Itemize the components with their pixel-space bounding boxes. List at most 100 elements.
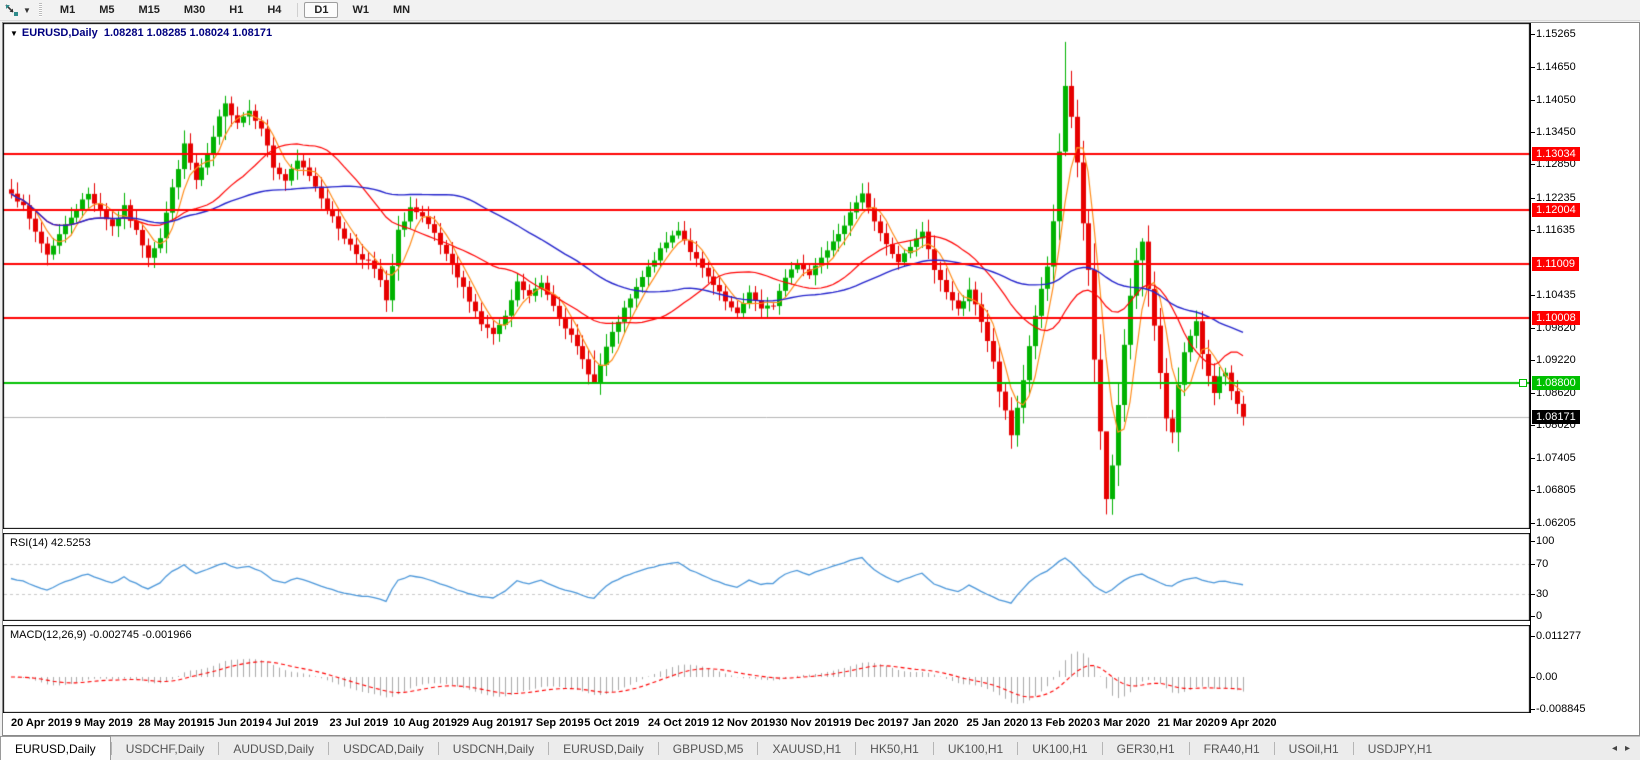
date-axis-label: 12 Nov 2019 — [711, 717, 776, 729]
timeframe-button-w1[interactable]: W1 — [352, 4, 369, 16]
resistance-price-flag: 1.12004 — [1532, 203, 1580, 217]
date-axis-label: 21 Mar 2020 — [1157, 717, 1220, 729]
price-axis-line — [1530, 23, 1531, 713]
timeframe-button-m15[interactable]: M15 — [138, 4, 160, 16]
chart-tab-bar: EURUSD,Daily USDCHF,Daily AUDUSD,Daily USDC… — [0, 736, 1640, 760]
tab-separator — [110, 742, 112, 755]
macd-axis-tick: 0.00 — [1530, 671, 1558, 683]
price-axis-tick: 1.14650 — [1531, 61, 1576, 73]
date-axis-label: 15 Jun 2019 — [202, 717, 265, 729]
chart-tabs: EURUSD,Daily USDCHF,Daily AUDUSD,Daily USDC… — [0, 736, 1446, 760]
support-line-handle[interactable] — [1519, 379, 1527, 387]
date-axis-label: 20 Apr 2019 — [11, 717, 73, 729]
tab-separator — [218, 742, 220, 755]
chart-tab-usoil-h1[interactable]: USOil,H1 — [1288, 741, 1339, 756]
date-axis-label: 4 Jul 2019 — [265, 717, 319, 729]
macd-axis-tick: 0.011277 — [1530, 630, 1582, 642]
chart-tab-ger30-h1[interactable]: GER30,H1 — [1116, 741, 1175, 756]
chart-window: ▼ EURUSD,Daily 1.08281 1.08285 1.08024 1.… — [2, 22, 1640, 736]
cursor-tool-icon — [5, 4, 18, 16]
tab-separator — [328, 742, 330, 755]
macd-chart-canvas[interactable] — [3, 625, 1530, 713]
tab-separator — [1101, 742, 1103, 755]
chart-tab-usdchf-daily[interactable]: USDCHF,Daily — [125, 741, 205, 756]
tab-scroll-controls: ◂ ▸ — [1612, 737, 1640, 760]
price-axis-tick: 1.09220 — [1531, 354, 1576, 366]
tab-separator — [1188, 742, 1190, 755]
date-axis: 20 Apr 2019 9 May 2019 28 May 2019 15 Jun 2… — [3, 713, 1530, 735]
price-axis-tick: 1.06205 — [1531, 517, 1576, 529]
price-chart-canvas[interactable] — [3, 23, 1530, 529]
resistance-price-flag: 1.11009 — [1532, 257, 1579, 271]
date-axis-label: 13 Feb 2020 — [1030, 717, 1093, 729]
rsi-indicator-label: RSI(14) 42.5253 — [10, 537, 91, 549]
timeframe-button-m5[interactable]: M5 — [99, 4, 115, 16]
timeframe-button-m30[interactable]: M30 — [183, 4, 206, 16]
chart-tab-fra40-h1[interactable]: FRA40,H1 — [1203, 741, 1260, 756]
tab-scroll-left-icon[interactable]: ◂ — [1611, 743, 1617, 754]
price-axis-tick: 1.06805 — [1531, 484, 1576, 496]
date-axis-label: 28 May 2019 — [138, 717, 203, 729]
tab-separator — [855, 742, 857, 755]
chart-tab-usdcad-daily[interactable]: USDCAD,Daily — [343, 741, 424, 756]
date-axis-label: 24 Oct 2019 — [648, 717, 710, 729]
date-axis-label: 5 Oct 2019 — [584, 717, 640, 729]
rsi-chart-canvas[interactable] — [3, 533, 1530, 621]
price-axis-tick: 1.12850 — [1531, 158, 1576, 170]
tab-separator — [657, 742, 659, 755]
chart-tab-audusd-daily[interactable]: AUDUSD,Daily — [233, 741, 315, 756]
date-axis-label: 23 Jul 2019 — [329, 717, 389, 729]
support-price-flag: 1.08800 — [1532, 376, 1580, 390]
price-axis-tick: 1.10435 — [1531, 289, 1576, 301]
cursor-tool-button[interactable]: ▼ — [0, 1, 35, 19]
chart-tab-uk100-h1[interactable]: UK100,H1 — [1032, 741, 1088, 756]
date-axis-label: 7 Jan 2020 — [902, 717, 959, 729]
tab-separator — [1017, 742, 1019, 755]
tab-separator — [548, 742, 550, 755]
date-axis-label: 30 Nov 2019 — [775, 717, 839, 729]
timeframe-button-m1[interactable]: M1 — [59, 4, 76, 16]
date-axis-label: 25 Jan 2020 — [966, 717, 1029, 729]
date-axis-label: 9 May 2019 — [74, 717, 133, 729]
date-axis-label: 3 Mar 2020 — [1093, 717, 1151, 729]
tab-separator — [757, 742, 759, 755]
chart-tab-eurusd-daily[interactable]: EURUSD,Daily — [0, 736, 111, 760]
chevron-down-icon: ▼ — [23, 5, 31, 15]
price-axis-tick: 1.14050 — [1531, 94, 1576, 106]
timeframe-button-d1[interactable]: D1 — [304, 2, 339, 18]
tab-scroll-right-icon[interactable]: ▸ — [1624, 743, 1630, 754]
rsi-axis-tick: 0 — [1530, 610, 1543, 622]
tab-separator — [1352, 742, 1354, 755]
macd-indicator-label: MACD(12,26,9) -0.002745 -0.001966 — [10, 629, 192, 641]
current-price-flag: 1.08171 — [1532, 410, 1580, 424]
price-axis-tick: 1.08620 — [1531, 387, 1576, 399]
chart-tab-xauusd-h1[interactable]: XAUUSD,H1 — [772, 741, 842, 756]
price-axis-tick: 1.09820 — [1531, 322, 1576, 334]
symbol-dropdown-icon[interactable]: ▼ — [10, 29, 18, 38]
chart-tab-uk100-h1[interactable]: UK100,H1 — [947, 741, 1004, 756]
date-axis-label: 19 Dec 2019 — [839, 717, 903, 729]
date-axis-label: 10 Aug 2019 — [393, 717, 457, 729]
toolbar-grip — [38, 3, 42, 17]
date-axis-label: 17 Sep 2019 — [520, 717, 584, 729]
tab-separator — [437, 742, 439, 755]
toolbar-divider — [297, 3, 299, 17]
timeframe-buttons: M1 M5 M15 M30 H1 H4 D1 W1 MN — [48, 2, 422, 18]
chart-title-ohlc: 1.08281 1.08285 1.08024 1.08171 — [103, 27, 273, 39]
price-axis-tick: 1.15265 — [1531, 28, 1576, 40]
price-axis-tick: 1.13450 — [1531, 126, 1576, 138]
chart-tab-usdcnh-daily[interactable]: USDCNH,Daily — [452, 741, 535, 756]
price-axis-tick: 1.07405 — [1531, 452, 1576, 464]
tab-separator — [1273, 742, 1275, 755]
date-axis-label: 9 Apr 2020 — [1221, 717, 1277, 729]
chart-tab-gbpusd-m5[interactable]: GBPUSD,M5 — [672, 741, 744, 756]
chart-tab-eurusd-daily[interactable]: EURUSD,Daily — [563, 741, 644, 756]
tab-separator — [932, 742, 934, 755]
chart-tab-usdjpy-h1[interactable]: USDJPY,H1 — [1367, 741, 1433, 756]
timeframe-button-h1[interactable]: H1 — [229, 4, 244, 16]
resistance-price-flag: 1.10008 — [1532, 311, 1580, 325]
chart-tab-hk50-h1[interactable]: HK50,H1 — [870, 741, 919, 756]
timeframe-button-h4[interactable]: H4 — [267, 4, 282, 16]
timeframe-button-mn[interactable]: MN — [392, 4, 411, 16]
rsi-axis-tick: 70 — [1530, 558, 1549, 570]
